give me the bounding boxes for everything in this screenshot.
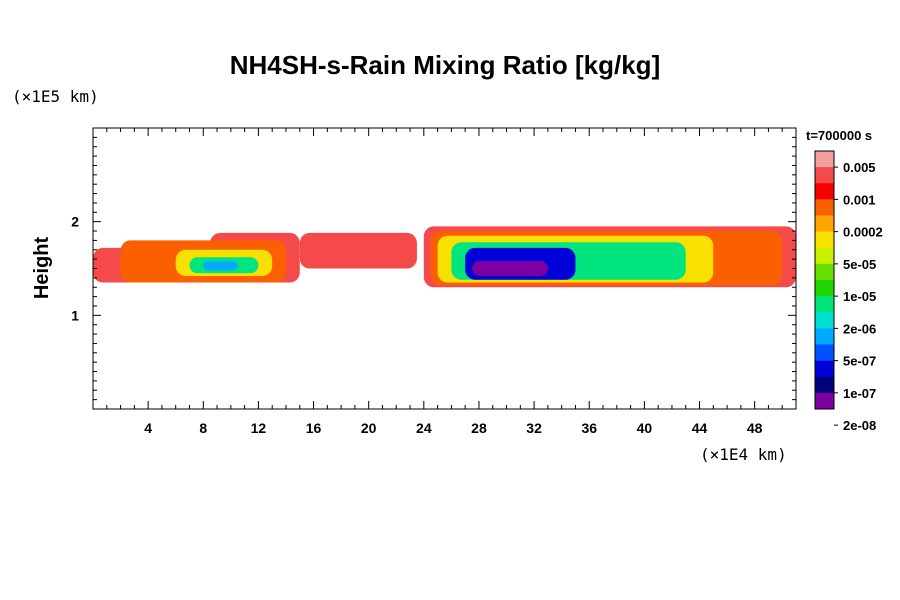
x-tick-label: 20 <box>361 420 377 436</box>
x-tick-label: 12 <box>251 420 267 436</box>
x-unit-label: (×1E4 km) <box>700 445 787 464</box>
colorbar-label: 5e-05 <box>843 257 876 272</box>
colorbar-swatch <box>815 344 834 361</box>
colorbar-swatch <box>815 328 834 345</box>
colorbar-swatch <box>815 215 834 232</box>
colorbar-label: 1e-07 <box>843 386 876 401</box>
colorbar-swatch <box>815 392 834 410</box>
colorbar-label: 0.0002 <box>843 225 883 240</box>
y-unit-label: (×1E5 km) <box>12 87 99 106</box>
x-tick-label: 36 <box>581 420 597 436</box>
x-axis: 4 8 12 16 20 24 28 32 36 40 44 48 <box>106 128 783 436</box>
colorbar-swatch <box>815 296 834 313</box>
mixing-ratio-band <box>203 261 238 271</box>
colorbar-swatch <box>815 199 834 216</box>
y-tick-label: 2 <box>71 214 79 230</box>
time-label: t=700000 s <box>806 128 872 143</box>
y-axis-label: Height <box>31 237 53 300</box>
colorbar-swatch <box>815 280 834 297</box>
colorbar-label: 0.001 <box>843 192 876 207</box>
x-tick-label: 16 <box>306 420 322 436</box>
plot-frame <box>92 127 797 410</box>
colorbar-swatch <box>815 312 834 329</box>
colorbar-swatch <box>815 360 834 378</box>
colorbar-frame <box>814 150 835 410</box>
plot-area <box>93 226 796 288</box>
x-tick-label: 24 <box>416 420 432 436</box>
colorbar-label: 0.005 <box>843 160 876 175</box>
chart-title: NH4SH-s-Rain Mixing Ratio [kg/kg] <box>230 50 660 80</box>
colorbar-swatch <box>815 167 834 184</box>
x-tick-label: 44 <box>692 420 708 436</box>
colorbar-swatch <box>815 263 834 281</box>
colorbar-label: 2e-08 <box>843 418 876 433</box>
x-tick-label: 48 <box>747 420 763 436</box>
colorbar: 0.005 0.001 0.0002 5e-05 1e-05 2e-06 5e-07 1e-0… <box>814 150 883 433</box>
colorbar-label: 5e-07 <box>843 354 876 369</box>
colorbar-label: 2e-06 <box>843 321 876 336</box>
colorbar-swatch <box>815 151 834 168</box>
x-tick-label: 28 <box>471 420 487 436</box>
y-tick-label: 1 <box>71 307 79 323</box>
mixing-ratio-band <box>472 261 548 276</box>
x-tick-label: 32 <box>526 420 542 436</box>
mixing-ratio-band <box>299 232 417 269</box>
colorbar-swatch <box>815 247 834 265</box>
x-tick-label: 40 <box>637 420 653 436</box>
colorbar-label: 1e-05 <box>843 289 876 304</box>
y-axis: 12 <box>71 136 796 401</box>
x-tick-label: 4 <box>144 420 152 436</box>
colorbar-swatch <box>815 231 834 249</box>
x-tick-label: 8 <box>199 420 207 436</box>
colorbar-swatch <box>815 183 834 200</box>
colorbar-swatch <box>815 376 834 394</box>
